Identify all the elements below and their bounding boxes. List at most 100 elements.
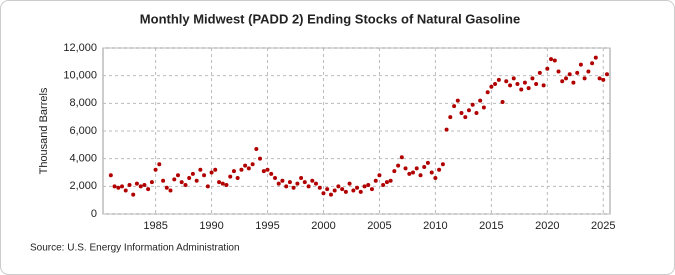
data-point [470, 102, 475, 107]
data-point [310, 178, 315, 183]
data-point [265, 167, 270, 172]
data-point [258, 156, 263, 161]
data-point [578, 62, 583, 67]
data-point [463, 115, 468, 120]
data-point [172, 177, 177, 182]
data-point [459, 111, 464, 116]
data-point [422, 164, 427, 169]
data-point [280, 178, 285, 183]
y-tick-label: 12,000 [63, 42, 97, 54]
data-point [149, 180, 154, 185]
data-point [209, 170, 214, 175]
data-point [392, 169, 397, 174]
data-point [146, 187, 151, 192]
data-point [515, 81, 520, 86]
data-point [519, 87, 524, 92]
source: Source: U.S. Energy Information Administ… [30, 243, 240, 254]
data-point [131, 192, 136, 197]
data-point [504, 79, 509, 84]
data-point [187, 176, 192, 181]
data-point [347, 181, 352, 186]
data-point [175, 173, 180, 178]
data-point [440, 162, 445, 167]
data-point [194, 178, 199, 183]
data-point [336, 184, 341, 189]
x-tick-label: 1995 [255, 220, 279, 232]
data-point [396, 163, 401, 168]
data-point [530, 76, 535, 81]
data-point [302, 180, 307, 185]
y-tick-label: 8,000 [69, 97, 97, 109]
data-point [582, 76, 587, 81]
data-point [545, 66, 550, 71]
data-point [287, 180, 292, 185]
data-point [243, 163, 248, 168]
data-point [112, 184, 117, 189]
data-point [198, 167, 203, 172]
data-point [489, 84, 494, 89]
chart-title: Monthly Midwest (PADD 2) Ending Stocks o… [140, 11, 520, 26]
data-point [183, 182, 188, 187]
data-point [541, 83, 546, 88]
data-point [384, 180, 389, 185]
data-point [328, 192, 333, 197]
data-point [381, 182, 386, 187]
data-point [134, 181, 139, 186]
data-point [142, 182, 147, 187]
data-point [452, 104, 457, 109]
data-point [213, 167, 218, 172]
data-point [220, 181, 225, 186]
data-point [325, 187, 330, 192]
data-point [273, 176, 278, 181]
y-tick-label: 6,000 [69, 125, 97, 137]
data-point [138, 184, 143, 189]
data-point [601, 77, 606, 82]
data-point [164, 185, 169, 190]
data-point [564, 76, 569, 81]
data-point [246, 166, 251, 171]
data-point [466, 108, 471, 113]
data-point [254, 146, 259, 151]
data-point [403, 166, 408, 171]
data-point [123, 188, 128, 193]
data-point [179, 180, 184, 185]
data-point [153, 167, 158, 172]
data-point [351, 188, 356, 193]
data-point [571, 80, 576, 85]
data-point [597, 76, 602, 81]
data-point [537, 70, 542, 75]
data-point [485, 90, 490, 95]
data-point [496, 77, 501, 82]
data-point [399, 155, 404, 160]
data-point [261, 169, 266, 174]
data-point [321, 191, 326, 196]
data-point [332, 188, 337, 193]
y-axis-label: Thousand Barrels [38, 87, 50, 174]
data-point [493, 81, 498, 86]
data-point [425, 160, 430, 165]
data-point [474, 111, 479, 116]
data-point [369, 187, 374, 192]
data-point [534, 81, 539, 86]
data-point [418, 173, 423, 178]
data-point [586, 69, 591, 74]
data-point [295, 181, 300, 186]
data-point [590, 61, 595, 66]
data-point [313, 181, 318, 186]
data-point [429, 170, 434, 175]
x-tick-label: 2010 [423, 220, 447, 232]
x-tick-label: 2000 [311, 220, 335, 232]
x-tick-label: 2025 [591, 220, 615, 232]
y-tick-label: 4,000 [69, 153, 97, 165]
data-point [291, 185, 296, 190]
data-point [127, 182, 132, 187]
data-point [549, 57, 554, 62]
data-point [448, 115, 453, 120]
data-point [355, 185, 360, 190]
x-tick-label: 2020 [535, 220, 559, 232]
data-point [235, 176, 240, 181]
data-point [161, 178, 166, 183]
data-point [120, 184, 125, 189]
data-point [168, 188, 173, 193]
